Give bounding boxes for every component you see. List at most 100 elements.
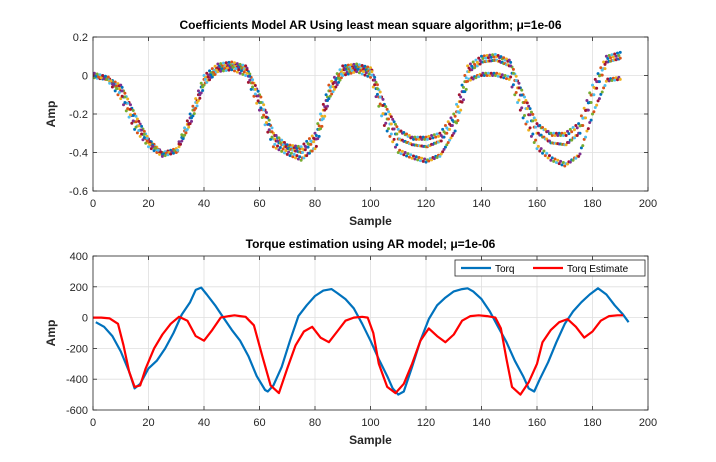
data-point <box>110 85 114 89</box>
data-point <box>352 62 356 66</box>
data-point <box>385 129 389 133</box>
data-point <box>248 74 252 78</box>
data-point <box>414 137 418 141</box>
data-point <box>423 157 427 161</box>
data-point <box>377 104 381 108</box>
data-point <box>414 155 418 159</box>
data-point <box>378 102 382 106</box>
data-point <box>264 115 268 119</box>
data-point <box>457 110 461 114</box>
data-point <box>423 137 427 141</box>
data-point <box>259 100 263 104</box>
data-point <box>158 152 162 156</box>
data-point <box>309 142 313 146</box>
data-point <box>572 136 576 140</box>
data-point <box>180 139 184 143</box>
data-point <box>525 107 529 111</box>
data-point <box>546 156 550 160</box>
data-point <box>602 86 606 90</box>
data-point <box>199 81 203 85</box>
data-point <box>547 154 551 158</box>
data-point <box>324 107 328 111</box>
data-point <box>327 83 331 87</box>
data-point <box>418 159 422 163</box>
data-point <box>412 154 416 158</box>
data-point <box>528 126 532 130</box>
data-point <box>578 131 582 135</box>
data-point <box>581 144 585 148</box>
data-point <box>373 83 377 87</box>
y-tick-label: -0.4 <box>69 148 88 160</box>
data-point <box>280 138 284 142</box>
data-point <box>233 69 237 73</box>
data-point <box>549 131 553 135</box>
data-point <box>463 74 467 77</box>
data-point <box>593 77 597 81</box>
data-point <box>453 129 457 133</box>
data-point <box>128 103 132 107</box>
data-point <box>517 98 521 102</box>
data-point <box>292 152 296 156</box>
data-point <box>413 157 417 161</box>
data-point <box>523 114 527 118</box>
data-point <box>334 85 338 89</box>
data-point <box>541 151 545 155</box>
data-point <box>595 103 599 107</box>
data-point <box>441 150 445 154</box>
data-point <box>184 131 188 135</box>
data-point <box>256 99 260 103</box>
data-point <box>534 118 538 122</box>
data-point <box>338 78 342 82</box>
data-point <box>196 89 200 93</box>
data-point <box>119 83 123 87</box>
data-point <box>460 83 464 87</box>
y-tick-label: 400 <box>70 251 88 263</box>
data-point <box>572 128 576 132</box>
data-point <box>203 77 207 81</box>
data-point <box>492 55 496 59</box>
data-point <box>445 143 449 147</box>
data-point <box>435 132 439 136</box>
y-tick-label: -400 <box>66 374 88 386</box>
data-point <box>171 151 175 155</box>
data-point <box>324 93 328 97</box>
data-point <box>106 75 110 79</box>
data-point <box>219 69 223 73</box>
data-point <box>267 118 271 122</box>
data-point <box>509 60 513 64</box>
data-point <box>500 73 504 77</box>
data-point <box>187 125 191 129</box>
data-point <box>131 114 135 118</box>
data-point <box>373 75 377 79</box>
data-point <box>190 119 194 123</box>
y-tick-label: 0 <box>82 71 88 83</box>
data-point <box>461 85 465 89</box>
data-point <box>568 127 572 131</box>
data-point <box>280 149 284 153</box>
data-point <box>188 122 192 126</box>
chart-title: Coefficients Model AR Using least mean s… <box>180 18 562 32</box>
data-point <box>282 140 286 144</box>
data-point <box>427 134 431 138</box>
data-point <box>466 64 470 68</box>
data-point <box>227 60 231 64</box>
data-point <box>402 130 406 134</box>
data-point <box>241 72 245 76</box>
data-point <box>503 74 507 77</box>
data-point <box>281 147 285 151</box>
data-point <box>93 71 96 75</box>
data-point <box>142 135 146 139</box>
data-point <box>101 74 105 77</box>
data-point <box>584 135 588 139</box>
data-point <box>392 137 396 141</box>
data-point <box>274 146 278 150</box>
data-point <box>356 67 360 71</box>
data-point <box>198 96 202 100</box>
data-point <box>613 78 617 82</box>
data-point <box>166 153 170 157</box>
data-point <box>346 72 350 76</box>
data-point <box>256 89 260 93</box>
data-point <box>138 134 142 138</box>
data-point <box>123 91 127 95</box>
data-point <box>299 158 303 162</box>
